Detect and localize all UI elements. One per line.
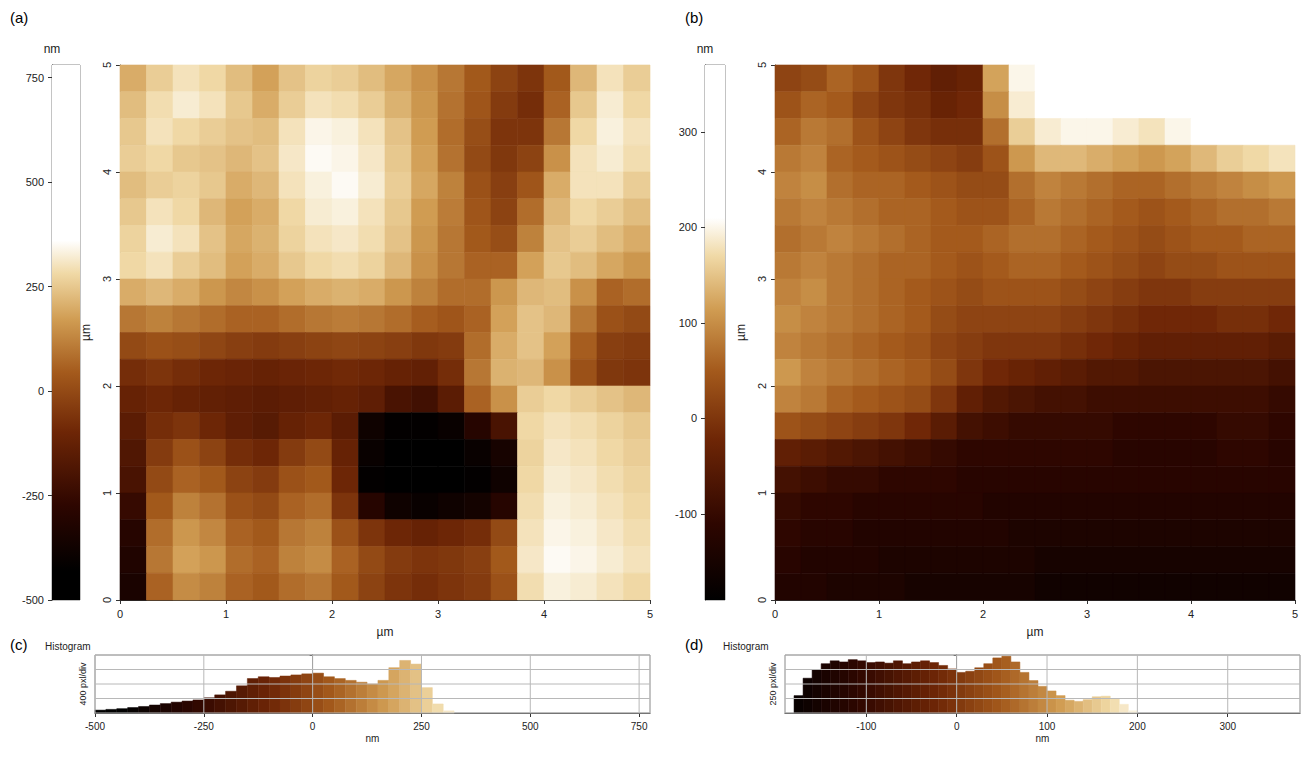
svg-text:500: 500 (26, 176, 44, 188)
svg-text:1: 1 (876, 608, 882, 620)
svg-text:0: 0 (38, 385, 44, 397)
svg-text:µm: µm (1027, 625, 1044, 639)
svg-text:Histogram: Histogram (723, 641, 769, 652)
svg-text:0: 0 (756, 597, 768, 603)
svg-text:µm: µm (79, 324, 93, 341)
svg-text:nm: nm (1036, 733, 1050, 744)
svg-text:-250: -250 (22, 490, 44, 502)
svg-text:-250: -250 (194, 721, 214, 732)
svg-text:Histogram: Histogram (45, 641, 91, 652)
svg-text:5: 5 (647, 608, 653, 620)
svg-text:250 pxl/div: 250 pxl/div (768, 662, 778, 706)
svg-text:100: 100 (679, 317, 697, 329)
svg-text:(d): (d) (685, 636, 703, 653)
svg-text:0: 0 (772, 608, 778, 620)
svg-text:5: 5 (1292, 608, 1298, 620)
svg-text:2: 2 (101, 383, 113, 389)
svg-text:(a): (a) (10, 9, 28, 26)
svg-text:3: 3 (101, 276, 113, 282)
svg-text:4: 4 (101, 169, 113, 175)
svg-text:nm: nm (697, 42, 714, 56)
svg-text:500: 500 (522, 721, 539, 732)
svg-text:2: 2 (980, 608, 986, 620)
svg-text:µm: µm (734, 324, 748, 341)
svg-text:400 pxl/div: 400 pxl/div (78, 662, 88, 706)
svg-text:4: 4 (756, 169, 768, 175)
svg-text:4: 4 (1188, 608, 1194, 620)
svg-text:nm: nm (366, 733, 380, 744)
svg-text:200: 200 (679, 221, 697, 233)
svg-text:1: 1 (101, 490, 113, 496)
svg-text:3: 3 (435, 608, 441, 620)
svg-text:1: 1 (223, 608, 229, 620)
svg-text:4: 4 (541, 608, 547, 620)
svg-text:0: 0 (310, 721, 316, 732)
svg-text:100: 100 (1039, 721, 1056, 732)
svg-text:-500: -500 (22, 594, 44, 606)
svg-text:0: 0 (691, 412, 697, 424)
svg-text:-100: -100 (675, 508, 697, 520)
svg-text:0: 0 (954, 721, 960, 732)
svg-text:2: 2 (329, 608, 335, 620)
svg-text:-100: -100 (856, 721, 876, 732)
svg-text:µm: µm (377, 625, 394, 639)
svg-text:250: 250 (413, 721, 430, 732)
svg-text:3: 3 (1084, 608, 1090, 620)
svg-text:-500: -500 (85, 721, 105, 732)
svg-text:(c): (c) (10, 636, 28, 653)
svg-text:750: 750 (631, 721, 648, 732)
svg-text:1: 1 (756, 490, 768, 496)
svg-text:750: 750 (26, 72, 44, 84)
svg-text:2: 2 (756, 383, 768, 389)
svg-text:200: 200 (1129, 721, 1146, 732)
svg-text:(b): (b) (685, 9, 703, 26)
svg-text:nm: nm (44, 42, 61, 56)
svg-text:0: 0 (117, 608, 123, 620)
svg-text:5: 5 (101, 62, 113, 68)
svg-text:300: 300 (1219, 721, 1236, 732)
svg-text:0: 0 (101, 597, 113, 603)
svg-text:5: 5 (756, 62, 768, 68)
svg-text:3: 3 (756, 276, 768, 282)
svg-text:300: 300 (679, 126, 697, 138)
svg-text:250: 250 (26, 281, 44, 293)
